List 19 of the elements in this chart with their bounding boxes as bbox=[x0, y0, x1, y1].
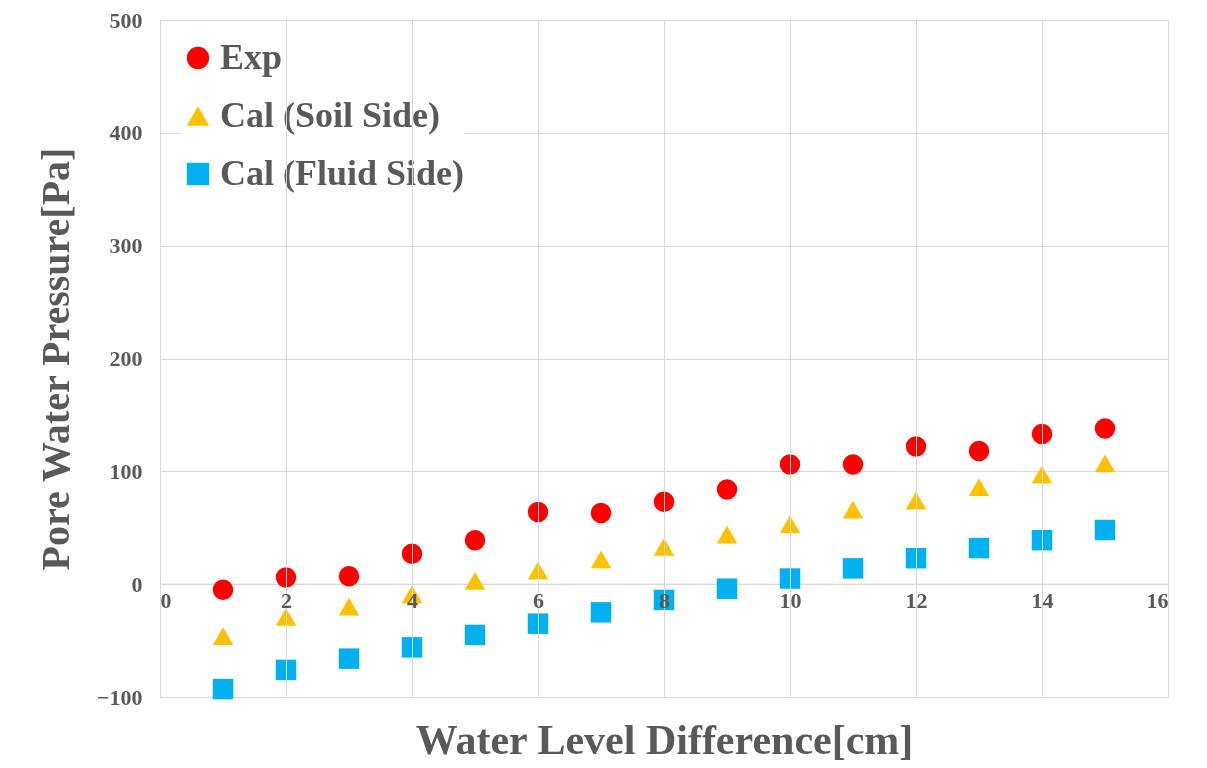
y-tick-label: 400 bbox=[109, 120, 143, 146]
legend-label: Cal (Fluid Side) bbox=[220, 153, 465, 193]
x-tick-label: 12 bbox=[905, 587, 928, 613]
x-tick-label: 14 bbox=[1031, 587, 1054, 613]
x-tick-label: 6 bbox=[533, 587, 544, 613]
y-tick-label: −100 bbox=[96, 684, 143, 710]
x-tick-label: 16 bbox=[1146, 587, 1169, 613]
x-axis-title: Water Level Difference[cm] bbox=[415, 716, 914, 763]
x-tick-label: 2 bbox=[281, 587, 292, 613]
x-tick-label: 0 bbox=[160, 587, 172, 613]
y-axis-title: Pore Water Pressure[Pa] bbox=[32, 147, 78, 571]
y-tick-label: 500 bbox=[109, 7, 143, 33]
legend-label: Exp bbox=[220, 37, 283, 77]
x-tick-label: 10 bbox=[779, 587, 802, 613]
y-tick-label: 200 bbox=[109, 346, 143, 371]
y-tick-label: 0 bbox=[131, 571, 143, 597]
y-tick-label: 300 bbox=[109, 233, 143, 259]
legend-label: Cal (Soil Side) bbox=[220, 95, 441, 135]
y-tick-label: 100 bbox=[109, 458, 143, 484]
